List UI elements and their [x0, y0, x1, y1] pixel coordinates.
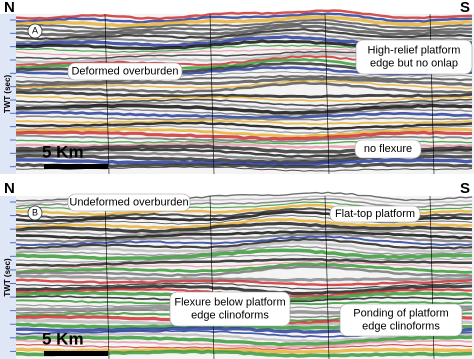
annotation-text: Ponding of platform: [353, 307, 448, 319]
annotation-text: Flexure below platform: [174, 296, 285, 308]
seismic-reflector: [15, 232, 473, 244]
annotation-box: [169, 291, 291, 327]
depth-axis: [0, 14, 16, 174]
annotation-text: Deformed overburden: [71, 65, 178, 77]
seismic-reflector: [15, 265, 473, 278]
seismic-reflector: [15, 76, 473, 88]
panel-badge: [27, 23, 43, 39]
seismic-reflector: [15, 110, 473, 120]
well-line: [324, 13, 330, 175]
well-line: [104, 13, 110, 175]
seismic-reflector: [15, 217, 473, 230]
seismic-reflector: [15, 248, 473, 261]
scale-bar: [44, 351, 108, 356]
panel-badge: [27, 205, 43, 221]
seismic-reflector: [15, 103, 473, 115]
panel-label: A: [32, 25, 38, 35]
annotation-text: High-relief platform: [368, 44, 461, 56]
seismic-reflector: [15, 347, 473, 354]
seismic-reflector: [15, 134, 473, 143]
seismic-reflector: [15, 98, 473, 107]
annotation-text: Undeformed overburden: [69, 196, 188, 208]
depth-axis: [0, 196, 16, 359]
annotation-text: edge clinoforms: [362, 320, 440, 332]
seismic-reflector: [15, 254, 473, 263]
annotation-box: [339, 303, 463, 337]
well-line: [209, 195, 215, 359]
seismic-reflector: [15, 235, 473, 247]
well-line: [104, 195, 110, 359]
seismic-reflector: [15, 227, 473, 236]
south-label: S: [460, 0, 470, 16]
seismic-reflector: [15, 28, 473, 41]
seismic-reflector: [15, 335, 473, 347]
seismic-reflector: [15, 95, 473, 103]
seismic-reflector: [15, 18, 473, 31]
north-label: N: [4, 180, 15, 197]
seismic-reflector: [15, 274, 473, 282]
axis-label: TWT (sec): [3, 75, 12, 114]
south-label: S: [460, 180, 470, 197]
annotation-text: Flat-top platform: [335, 208, 415, 220]
annotation-text: edge clinoforms: [191, 309, 269, 321]
seismic-reflector: [16, 282, 473, 290]
seismic-reflector: [15, 344, 473, 351]
seismic-reflector: [15, 124, 473, 134]
seismic-reflector: [15, 121, 473, 131]
seismic-reflector: [15, 119, 473, 126]
panel-label: B: [32, 207, 38, 217]
scale-label: 5 Km: [42, 142, 84, 161]
north-label: N: [4, 0, 15, 16]
seismic-reflector: [15, 332, 473, 343]
seismic-reflector: [15, 284, 473, 296]
seismic-reflector: [15, 90, 473, 99]
seismic-reflector: [15, 9, 473, 21]
seismic-reflector: [15, 74, 473, 84]
seismic-reflector: [15, 339, 472, 349]
axis-label: TWT (sec): [3, 258, 12, 297]
seismic-reflector: [15, 158, 473, 167]
seismic-reflector: [15, 130, 473, 141]
scale-label: 5 Km: [42, 329, 84, 348]
scale-bar: [44, 164, 108, 169]
well-line: [324, 195, 330, 359]
annotation-text: no flexure: [364, 143, 412, 155]
seismic-reflector: [15, 230, 473, 240]
annotation-box: [67, 62, 183, 81]
seismic-reflector: [15, 214, 473, 225]
seismic-reflector: [15, 261, 473, 270]
seismic-reflector: [15, 245, 473, 257]
seismic-reflector: [15, 79, 473, 90]
annotation-box: [355, 39, 473, 75]
seismic-reflector: [15, 278, 473, 287]
seismic-reflector: [15, 115, 473, 121]
annotation-box: [354, 139, 422, 159]
seismic-reflector: [15, 221, 473, 234]
seismic-reflector: [15, 127, 473, 139]
well-line: [209, 13, 215, 175]
seismic-reflector: [15, 238, 473, 250]
seismic-reflector: [15, 81, 473, 94]
seismic-reflector: [15, 257, 472, 267]
seismic-reflector: [15, 24, 473, 37]
annotation-box: [329, 205, 421, 223]
seismic-reflector: [15, 12, 473, 24]
seismic-reflector: [15, 241, 473, 253]
seismic-reflector: [15, 108, 472, 117]
seismic-reflector: [15, 15, 473, 28]
seismic-reflector: [15, 21, 473, 34]
seismic-reflector: [15, 262, 473, 274]
annotation-box: [67, 193, 191, 212]
annotation-text: edge but no onlap: [370, 57, 458, 69]
